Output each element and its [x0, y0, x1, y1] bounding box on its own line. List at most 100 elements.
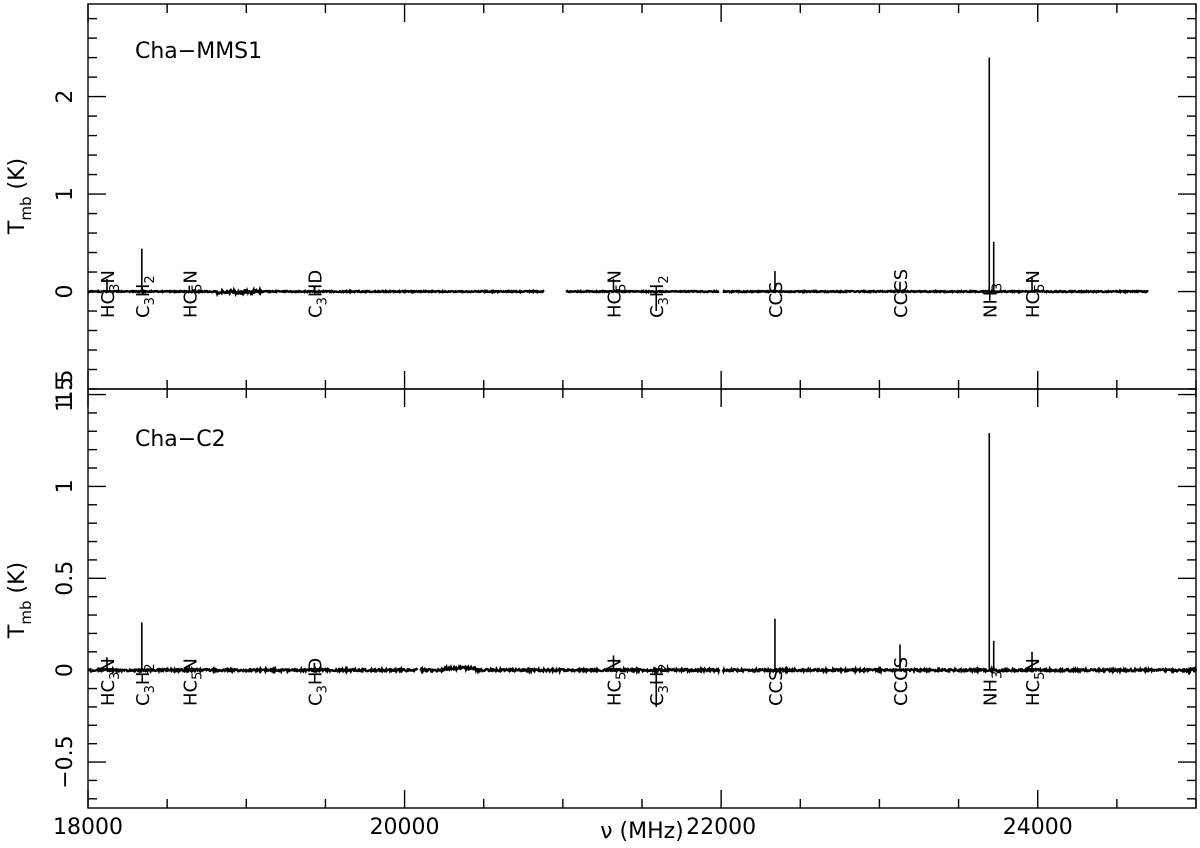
- molecule-label: C3H2: [647, 275, 672, 318]
- molecule-label-sub: 5: [190, 284, 205, 292]
- molecule-label-main: CCCS: [891, 269, 912, 318]
- molecule-label-sub: 3: [108, 284, 123, 292]
- y-tick-label: 1.5: [53, 377, 78, 412]
- molecule-label-sub: 2: [657, 663, 672, 671]
- molecule-label: CCS: [766, 669, 787, 706]
- molecule-label-tail: N: [605, 658, 626, 671]
- molecule-label-tail: HD: [305, 270, 326, 297]
- x-tick-label: 18000: [53, 815, 123, 840]
- y-axis-label: Tmb (K): [5, 158, 35, 235]
- molecule-label-tail: H: [647, 672, 668, 686]
- molecule-label-sub: 3: [315, 297, 330, 305]
- spectrum-baseline: [293, 665, 406, 676]
- molecule-label-sub: 5: [190, 672, 205, 680]
- molecule-label-main: HC: [1023, 292, 1044, 318]
- molecule-label-main: HC: [605, 292, 626, 318]
- y-tick-label: 1: [53, 479, 78, 493]
- molecule-label-tail: H: [133, 284, 154, 298]
- molecule-label: C3HD: [305, 658, 330, 706]
- x-tick-label: 24000: [1003, 815, 1073, 840]
- molecule-label-tail: N: [98, 270, 119, 283]
- molecule-label-tail: N: [180, 658, 201, 671]
- molecule-label-main: C: [133, 305, 154, 318]
- molecule-label-main: HC: [180, 680, 201, 706]
- x-tick-label: 20000: [370, 815, 440, 840]
- molecule-label-sub: 3: [990, 671, 1005, 679]
- molecule-label-sub: 5: [1033, 284, 1048, 292]
- molecule-label-main: C: [647, 305, 668, 318]
- y-tick-label: 0.5: [53, 561, 78, 596]
- molecule-label: HC5N: [605, 658, 630, 706]
- spectrum-baseline: [451, 663, 721, 676]
- molecule-label-sub: 3: [143, 685, 158, 693]
- molecule-label-main: HC: [98, 680, 119, 706]
- y-axis-label-main: T: [5, 220, 30, 235]
- molecule-label-tail: N: [180, 270, 201, 283]
- molecule-label-main: C: [305, 305, 326, 318]
- y-tick-label: 2: [53, 90, 78, 104]
- molecule-label-sub: 3: [657, 685, 672, 693]
- molecule-label-sub: 3: [108, 672, 123, 680]
- molecule-label-sub: 2: [143, 275, 158, 283]
- molecule-label: HC5N: [1023, 270, 1048, 318]
- molecule-label: NH3: [980, 671, 1005, 706]
- spectrum-baseline: [565, 289, 720, 295]
- x-axis-label: ν (MHz): [600, 819, 684, 844]
- molecule-label: CCS: [766, 281, 787, 318]
- molecule-label-main: CCS: [766, 669, 787, 706]
- molecule-label: C3H2: [133, 663, 158, 706]
- molecule-label: HC5N: [180, 270, 205, 318]
- molecule-label-tail: N: [605, 270, 626, 283]
- molecule-label-main: CCCS: [891, 657, 912, 706]
- molecule-label-sub: 3: [315, 685, 330, 693]
- y-axis-label-sub: mb: [17, 601, 35, 625]
- molecule-label-sub: 3: [990, 283, 1005, 291]
- molecule-label: HC5N: [1023, 658, 1048, 706]
- molecule-label-tail: N: [98, 658, 119, 671]
- molecule-label-tail: H: [133, 672, 154, 686]
- x-tick-label: 22000: [686, 815, 756, 840]
- molecule-label: CCCS: [891, 657, 912, 706]
- molecule-label-sub: 5: [1033, 672, 1048, 680]
- molecule-label-sub: 5: [615, 672, 630, 680]
- molecule-label-main: CCS: [766, 281, 787, 318]
- spectrum-baseline: [224, 285, 279, 298]
- molecule-label: CCCS: [891, 269, 912, 318]
- molecule-label-sub: 5: [615, 284, 630, 292]
- molecule-label-main: C: [647, 693, 668, 706]
- molecule-label-tail: N: [1023, 270, 1044, 283]
- y-axis-label-main: T: [5, 624, 30, 639]
- molecule-label-main: C: [133, 693, 154, 706]
- molecule-label-main: NH: [980, 679, 1001, 706]
- molecule-label-main: HC: [98, 292, 119, 318]
- spectrum-baseline: [87, 665, 295, 675]
- spectrum-baseline: [1036, 665, 1198, 676]
- spectrum-baseline: [87, 287, 226, 298]
- molecule-label: C3H2: [133, 275, 158, 318]
- y-tick-label: 1.5: [53, 370, 78, 405]
- molecule-label-main: HC: [1023, 680, 1044, 706]
- molecule-label-main: NH: [980, 291, 1001, 318]
- y-axis-label-sub: mb: [17, 197, 35, 221]
- molecule-label: C3H2: [647, 663, 672, 706]
- molecule-label: HC3N: [98, 270, 123, 318]
- y-axis-label: Tmb (K): [5, 562, 35, 639]
- y-tick-label: 1: [53, 187, 78, 201]
- panel-title: Cha−C2: [135, 427, 226, 452]
- molecule-label-sub: 3: [143, 297, 158, 305]
- molecule-label: C3HD: [305, 270, 330, 318]
- molecule-label-tail: N: [1023, 658, 1044, 671]
- y-axis-label-unit: (K): [5, 562, 30, 601]
- molecule-label: HC5N: [605, 270, 630, 318]
- y-tick-label: −0.5: [53, 735, 78, 788]
- molecule-label: HC3N: [98, 658, 123, 706]
- y-axis-label-unit: (K): [5, 158, 30, 197]
- molecule-label: NH3: [980, 283, 1005, 318]
- y-tick-label: 0: [53, 285, 78, 299]
- spectrum-baseline: [722, 288, 1149, 295]
- panel-title: Cha−MMS1: [135, 39, 262, 64]
- molecule-label-main: HC: [605, 680, 626, 706]
